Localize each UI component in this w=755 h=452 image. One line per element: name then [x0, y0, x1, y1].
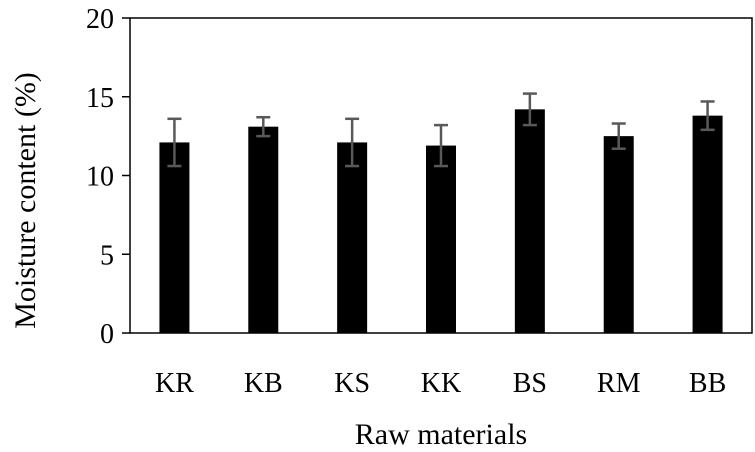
x-tick-label: KR [155, 368, 194, 399]
y-tick-label: 0 [100, 319, 114, 350]
error-bars [167, 92, 715, 168]
y-tick-label: 20 [86, 4, 114, 35]
bar-KK [426, 145, 456, 333]
bar-BB [692, 115, 723, 334]
x-tick-label: BS [513, 368, 547, 399]
x-tick-label: KB [244, 368, 283, 399]
x-tick-label: KS [334, 368, 370, 399]
y-axis-title: Moisture content (%) [9, 72, 42, 329]
bar-RM [603, 136, 634, 333]
y-tick-label: 15 [86, 83, 114, 114]
bars [159, 109, 723, 334]
x-axis: KR KB KS KK BS RM BB [155, 368, 726, 399]
y-tick-label: 10 [86, 162, 114, 193]
y-tick-label: 5 [100, 240, 114, 271]
bar-KR [159, 142, 190, 333]
x-tick-label: RM [597, 368, 641, 399]
x-axis-title: Raw materials [355, 418, 527, 451]
bar-KS [337, 142, 368, 333]
bar-BS [514, 109, 545, 333]
y-axis: 0 5 10 15 20 [86, 4, 130, 350]
x-tick-label: BB [689, 368, 726, 399]
x-tick-label: KK [421, 368, 461, 399]
bar-KB [248, 126, 279, 333]
